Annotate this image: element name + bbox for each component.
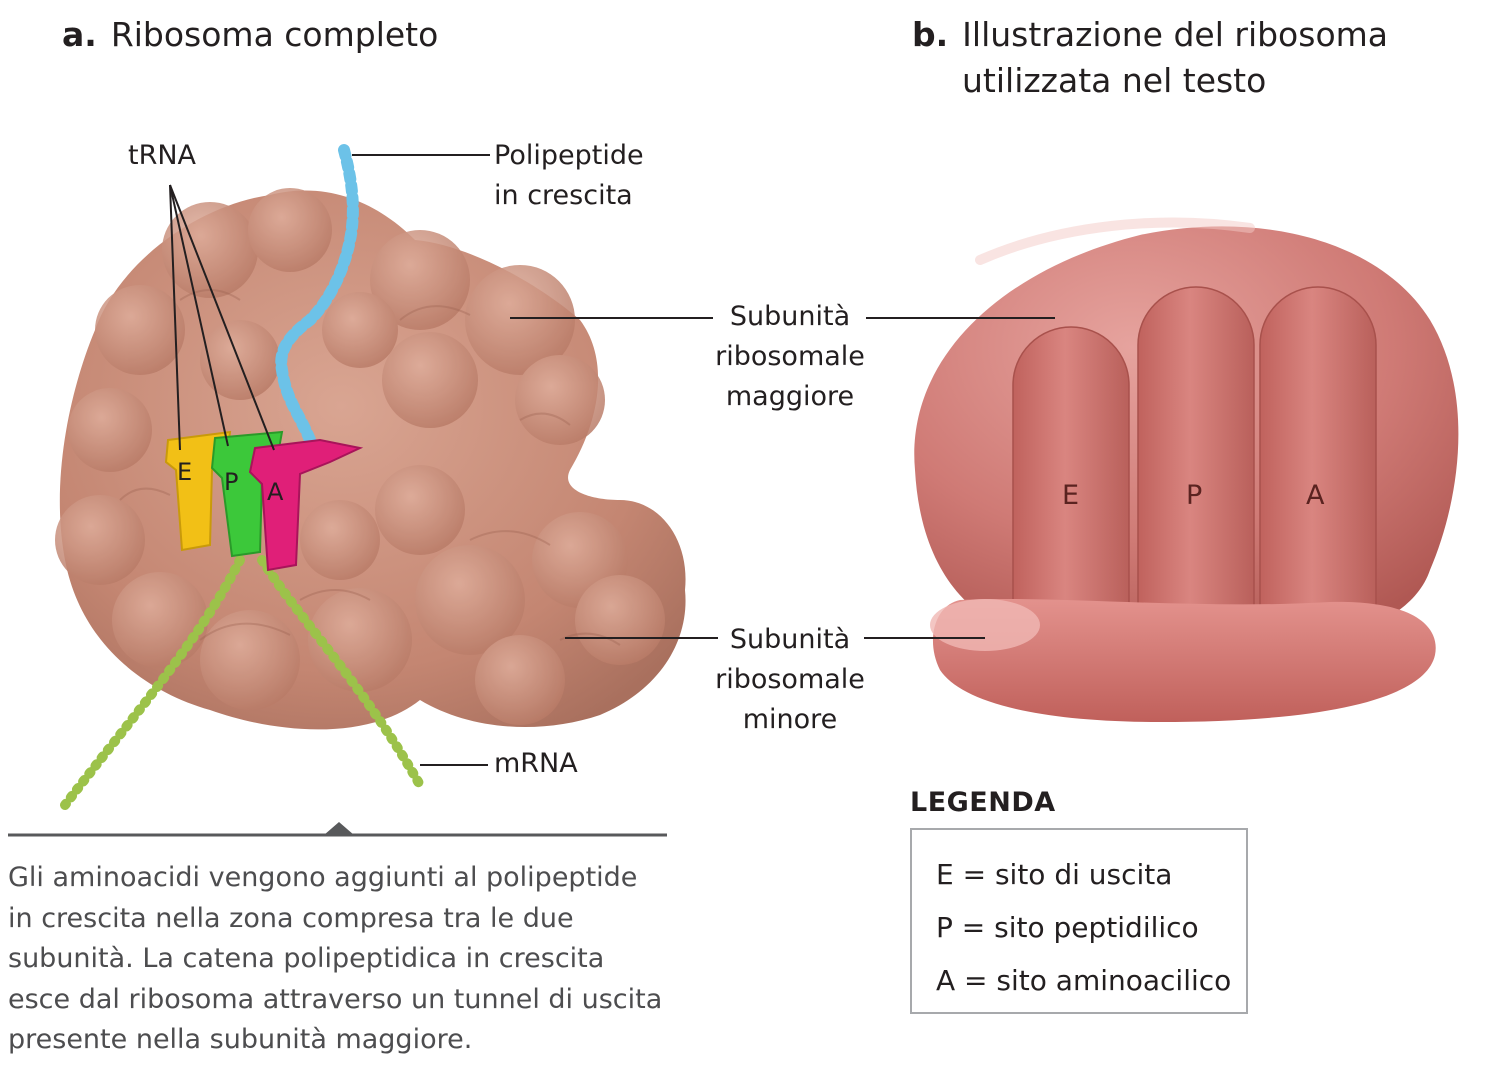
illustrated-ribosome [914, 217, 1459, 722]
panel-a-leader-lines [169, 154, 490, 766]
small-subunit-label-line-3: minore [742, 704, 838, 735]
ribosome-surface-large [55, 188, 686, 730]
trna-p-letter: P [224, 468, 239, 496]
large-subunit-label-line-2: ribosomale [715, 341, 865, 372]
legend-entry-p: P = sito peptidilico [936, 911, 1199, 944]
small-subunit-label: Subunità ribosomale minore [700, 620, 880, 740]
site-e-letter: E [1062, 480, 1080, 511]
polypeptide-chain [275, 144, 359, 446]
trna-a [248, 438, 364, 572]
trna-a-letter: A [267, 478, 284, 506]
polypeptide-label-line-2: in crescita [494, 180, 633, 211]
panel-a-title-text: Ribosoma completo [110, 15, 439, 54]
panel-a-letter: a. [62, 15, 97, 54]
mrna-strand [60, 555, 425, 810]
legend-entry-e: E = sito di uscita [936, 858, 1173, 891]
panel-b-title: b. Illustrazione del ribosoma [912, 12, 1388, 58]
panel-b-title-line-1: Illustrazione del ribosoma [962, 15, 1388, 54]
mrna-label: mRNA [494, 748, 578, 779]
caption-divider [8, 822, 667, 837]
panel-b-title-line-2: utilizzata nel testo [962, 61, 1267, 100]
legend-title: LEGENDA [910, 787, 1056, 818]
site-a-letter: A [1306, 480, 1325, 511]
panel-a-title: a. Ribosoma completo [62, 12, 438, 58]
legend-entry-a: A = sito aminoacilico [936, 964, 1232, 997]
small-subunit-label-line-2: ribosomale [715, 664, 865, 695]
large-subunit-label-line-3: maggiore [725, 381, 855, 412]
subunit-leader-lines [510, 317, 1055, 639]
small-subunit-label-line-1: Subunità [729, 624, 851, 655]
large-subunit-label: Subunità ribosomale maggiore [700, 297, 880, 417]
large-subunit-label-line-1: Subunità [729, 301, 851, 332]
polypeptide-label-line-1: Polipeptide [494, 140, 644, 171]
legend-box: E = sito di uscita P = sito peptidilico … [910, 828, 1248, 1014]
trna-e-letter: E [177, 458, 193, 486]
site-p-letter: P [1186, 480, 1203, 511]
panel-a-caption: Gli aminoacidi vengono aggiunti al polip… [8, 862, 663, 1055]
trna-label: tRNA [128, 140, 197, 171]
panel-b-letter: b. [912, 15, 949, 54]
